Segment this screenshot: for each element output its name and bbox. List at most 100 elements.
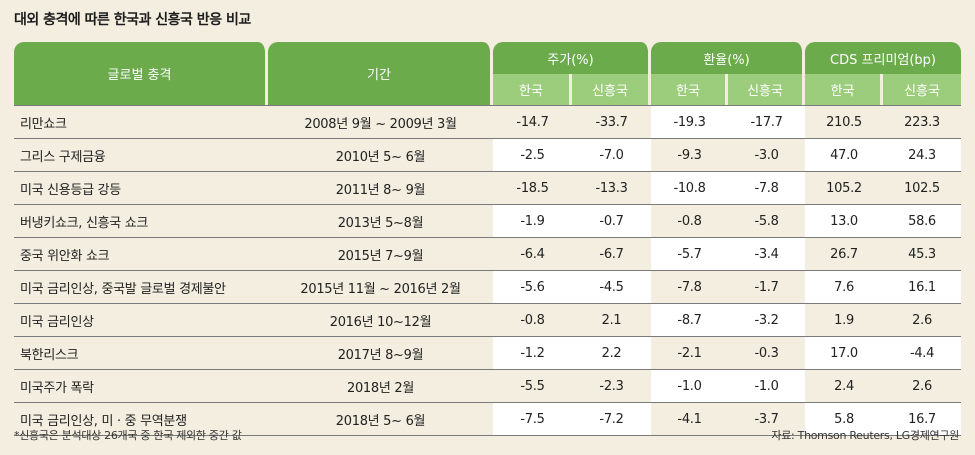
cell-stock-emerging: -6.7 (572, 238, 652, 271)
cell-fx-korea: -9.3 (651, 139, 729, 172)
cell-period: 2018년 2월 (268, 370, 493, 403)
cell-fx-emerging: -1.0 (728, 370, 806, 403)
cell-stock-korea: -18.5 (493, 172, 572, 205)
cell-stock-emerging: -13.3 (572, 172, 652, 205)
footnote: *신흥국은 분석대상 26개국 중 한국 제외한 중간 값 (14, 429, 242, 442)
table-row: 미국 금리인상 2016년 10~12월 -0.8 2.1 -8.7 -3.2 1.9 2.6 (14, 304, 962, 337)
cell-cds-emerging: 45.3 (883, 238, 962, 271)
table-body: 리만쇼크 2008년 9월 ~ 2009년 3월 -14.7 -33.7 -19.3 -1… (14, 105, 962, 436)
subheader-stock-korea: 한국 (493, 74, 572, 105)
cell-event: 북한리스크 (14, 337, 268, 370)
cell-period: 2015년 7~9월 (268, 238, 493, 271)
cell-fx-korea: -2.1 (651, 337, 729, 370)
cell-cds-korea: 210.5 (805, 105, 884, 139)
cell-cds-emerging: -4.4 (883, 337, 962, 370)
cell-cds-korea: 47.0 (805, 139, 884, 172)
cell-stock-korea: -0.8 (493, 304, 572, 337)
cell-period: 2016년 10~12월 (268, 304, 493, 337)
cell-cds-korea: 17.0 (805, 337, 884, 370)
cell-fx-korea: -10.8 (651, 172, 729, 205)
cell-stock-korea: -7.5 (493, 403, 572, 436)
cell-cds-emerging: 2.6 (883, 304, 962, 337)
table-row: 북한리스크 2017년 8~9월 -1.2 2.2 -2.1 -0.3 17.0 -4.4 (14, 337, 962, 370)
cell-stock-korea: -1.9 (493, 205, 572, 238)
cell-stock-emerging: -2.3 (572, 370, 652, 403)
cell-cds-korea: 7.6 (805, 271, 884, 304)
subheader-fx-emerging: 신흥국 (728, 74, 806, 105)
table-row: 미국주가 폭락 2018년 2월 -5.5 -2.3 -1.0 -1.0 2.4 2.6 (14, 370, 962, 403)
cell-period: 2008년 9월 ~ 2009년 3월 (268, 105, 493, 139)
cell-cds-emerging: 223.3 (883, 105, 962, 139)
header-stock: 주가(%) (493, 42, 652, 74)
cell-cds-emerging: 58.6 (883, 205, 962, 238)
cell-stock-emerging: -0.7 (572, 205, 652, 238)
cell-fx-korea: -19.3 (651, 105, 729, 139)
cell-fx-emerging: -3.2 (728, 304, 806, 337)
cell-cds-korea: 105.2 (805, 172, 884, 205)
cell-cds-korea: 5.8 (805, 403, 884, 436)
cell-period: 2015년 11월 ~ 2016년 2월 (268, 271, 493, 304)
cell-cds-emerging: 16.1 (883, 271, 962, 304)
table-row: 미국 금리인상, 중국발 글로벌 경제불안 2015년 11월 ~ 2016년 2… (14, 271, 962, 304)
cell-fx-emerging: -3.4 (728, 238, 806, 271)
cell-cds-emerging: 24.3 (883, 139, 962, 172)
cell-event: 미국 금리인상 (14, 304, 268, 337)
cell-period: 2010년 5~ 6월 (268, 139, 493, 172)
comparison-table: 글로벌 충격 기간 주가(%) 환율(%) CDS 프리미엄(bp) 한국 신흥… (14, 42, 962, 436)
table-row: 버냉키쇼크, 신흥국 쇼크 2013년 5~8월 -1.9 -0.7 -0.8 -5.8 1… (14, 205, 962, 238)
cell-stock-korea: -14.7 (493, 105, 572, 139)
cell-stock-korea: -1.2 (493, 337, 572, 370)
table-row: 미국 금리인상, 미 · 중 무역분쟁 2018년 5~ 6월 -7.5 -7.2 -4… (14, 403, 962, 436)
cell-fx-emerging: -3.7 (728, 403, 806, 436)
header-fx: 환율(%) (651, 42, 806, 74)
cell-event: 리만쇼크 (14, 105, 268, 139)
subheader-cds-emerging: 신흥국 (883, 74, 962, 105)
cell-stock-emerging: -7.2 (572, 403, 652, 436)
cell-stock-emerging: -7.0 (572, 139, 652, 172)
cell-cds-emerging: 102.5 (883, 172, 962, 205)
cell-stock-korea: -2.5 (493, 139, 572, 172)
cell-stock-korea: -6.4 (493, 238, 572, 271)
cell-fx-emerging: -5.8 (728, 205, 806, 238)
cell-cds-korea: 2.4 (805, 370, 884, 403)
cell-period: 2013년 5~8월 (268, 205, 493, 238)
header-event: 글로벌 충격 (14, 42, 268, 105)
cell-fx-korea: -0.8 (651, 205, 729, 238)
cell-stock-emerging: -4.5 (572, 271, 652, 304)
cell-fx-emerging: -0.3 (728, 337, 806, 370)
cell-fx-emerging: -7.8 (728, 172, 806, 205)
cell-cds-korea: 1.9 (805, 304, 884, 337)
cell-event: 버냉키쇼크, 신흥국 쇼크 (14, 205, 268, 238)
source-note: 자료: Thomson Reuters, LG경제연구원 (771, 429, 959, 442)
cell-period: 2017년 8~9월 (268, 337, 493, 370)
cell-event: 중국 위안화 쇼크 (14, 238, 268, 271)
header-period: 기간 (268, 42, 493, 105)
cell-fx-emerging: -3.0 (728, 139, 806, 172)
cell-fx-korea: -8.7 (651, 304, 729, 337)
cell-event: 미국 금리인상, 중국발 글로벌 경제불안 (14, 271, 268, 304)
cell-fx-korea: -1.0 (651, 370, 729, 403)
table-row: 리만쇼크 2008년 9월 ~ 2009년 3월 -14.7 -33.7 -19.3 -1… (14, 105, 962, 139)
header-cds: CDS 프리미엄(bp) (805, 42, 962, 74)
cell-fx-emerging: -1.7 (728, 271, 806, 304)
cell-stock-korea: -5.6 (493, 271, 572, 304)
cell-fx-emerging: -17.7 (728, 105, 806, 139)
subheader-fx-korea: 한국 (651, 74, 729, 105)
table-row: 미국 신용등급 강등 2011년 8~ 9월 -18.5 -13.3 -10.8 -7.8… (14, 172, 962, 205)
cell-cds-emerging: 2.6 (883, 370, 962, 403)
cell-event: 미국주가 폭락 (14, 370, 268, 403)
subheader-cds-korea: 한국 (805, 74, 884, 105)
cell-event: 미국 금리인상, 미 · 중 무역분쟁 (14, 403, 268, 436)
cell-event: 그리스 구제금융 (14, 139, 268, 172)
cell-cds-korea: 13.0 (805, 205, 884, 238)
cell-period: 2018년 5~ 6월 (268, 403, 493, 436)
cell-stock-emerging: 2.2 (572, 337, 652, 370)
table-title: 대외 충격에 따른 한국과 신흥국 반응 비교 (14, 12, 251, 28)
table-row: 중국 위안화 쇼크 2015년 7~9월 -6.4 -6.7 -5.7 -3.4 26.7 4… (14, 238, 962, 271)
cell-stock-korea: -5.5 (493, 370, 572, 403)
cell-event: 미국 신용등급 강등 (14, 172, 268, 205)
cell-cds-korea: 26.7 (805, 238, 884, 271)
table-row: 그리스 구제금융 2010년 5~ 6월 -2.5 -7.0 -9.3 -3.0 47.0 2… (14, 139, 962, 172)
cell-fx-korea: -5.7 (651, 238, 729, 271)
cell-stock-emerging: -33.7 (572, 105, 652, 139)
